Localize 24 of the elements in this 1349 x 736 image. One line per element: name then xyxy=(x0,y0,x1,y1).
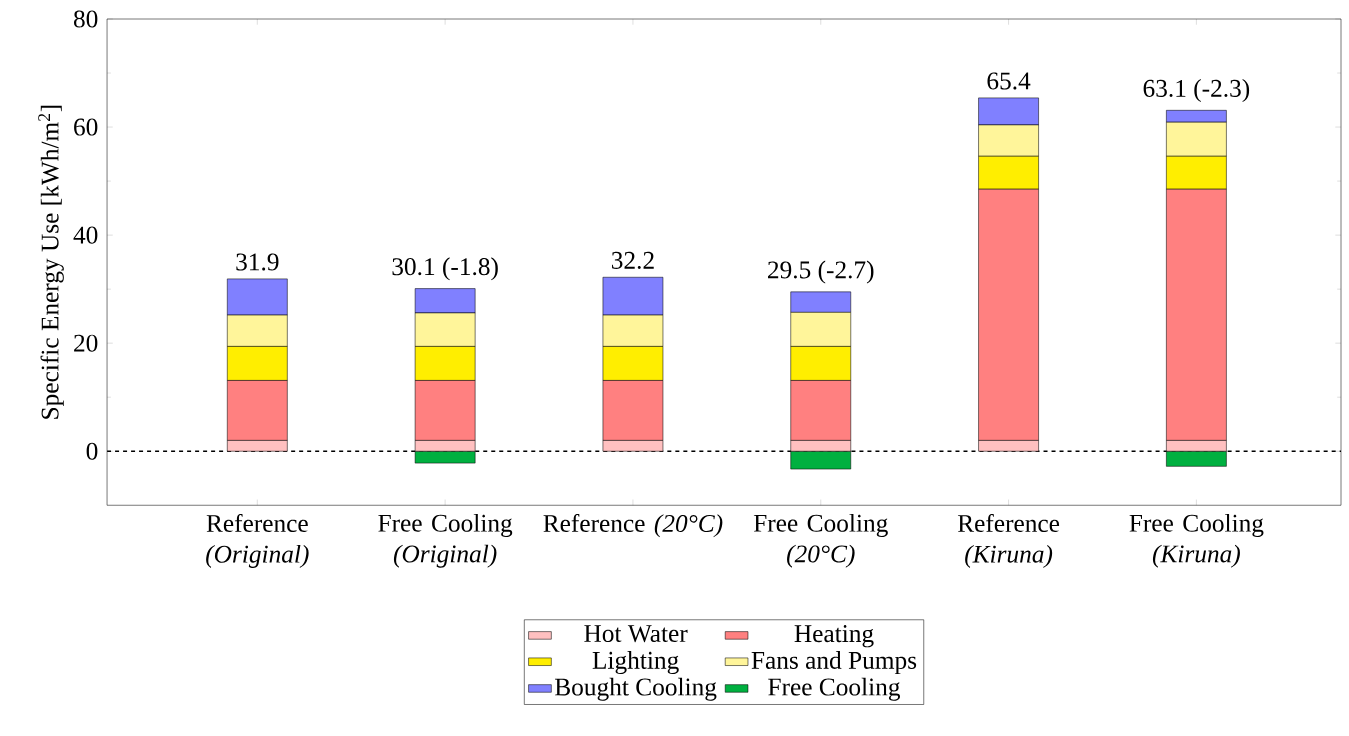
x-tick-label: Free Cooling (Original) xyxy=(378,513,513,568)
x-tick-label: Reference (20°C) xyxy=(543,513,723,538)
legend-label: Free Cooling xyxy=(768,677,901,701)
x-tick-label: Free Cooling (20°C) xyxy=(753,513,888,568)
legend-label: Fans and Pumps xyxy=(751,650,917,674)
y-tick-label: 40 xyxy=(73,226,98,244)
y-tick-label: 20 xyxy=(74,334,98,352)
total-label: 63.1 (-2.3) xyxy=(1143,78,1250,102)
legend-label: Heating xyxy=(794,624,874,648)
y-axis-title: Specific Energy Use [kWh/m$^{2}$] xyxy=(38,105,64,419)
total-label: 29.5 (-2.7) xyxy=(768,260,874,284)
y-tick-label: 0 xyxy=(86,442,98,460)
total-label: 32.2 xyxy=(611,251,654,269)
total-label: 30.1 (-1.8) xyxy=(392,257,498,281)
total-label: 65.4 xyxy=(987,72,1031,90)
legend-label: Bought Cooling xyxy=(555,677,717,701)
y-tick-label: 60 xyxy=(74,118,98,136)
x-tick-label: Reference (Kiruna) xyxy=(957,513,1060,568)
legend-label: Lighting xyxy=(592,650,679,674)
x-tick-label: Reference (Original) xyxy=(206,513,309,568)
legend-label: Hot Water xyxy=(584,625,688,643)
y-tick-label: 80 xyxy=(73,10,98,28)
x-tick-label: Free Cooling (Kiruna) xyxy=(1129,513,1264,568)
total-label: 31.9 xyxy=(236,253,279,271)
